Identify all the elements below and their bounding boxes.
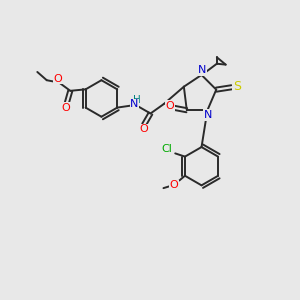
Text: O: O — [166, 100, 174, 110]
Text: N: N — [198, 65, 206, 75]
Text: O: O — [170, 180, 178, 190]
Text: O: O — [139, 124, 148, 134]
Text: Cl: Cl — [161, 144, 172, 154]
Text: N: N — [203, 110, 212, 120]
Text: N: N — [130, 99, 139, 109]
Text: H: H — [134, 95, 141, 105]
Text: S: S — [233, 80, 241, 93]
Text: O: O — [62, 103, 70, 112]
Text: O: O — [53, 74, 62, 84]
